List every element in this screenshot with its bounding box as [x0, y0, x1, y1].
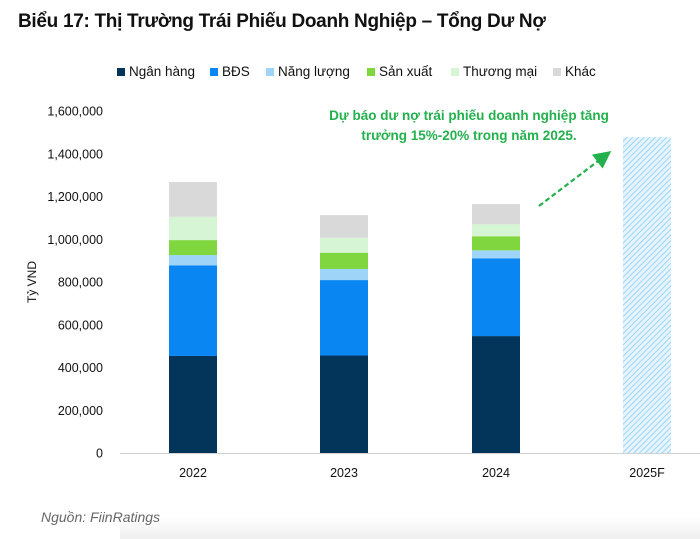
bar-segment-2023-Năng lượng [320, 268, 368, 281]
bar-segment-2024-Ngân hàng [472, 336, 520, 453]
bar-segment-2024-Khác [472, 203, 520, 225]
bar-segment-2022-Ngân hàng [169, 355, 217, 453]
bar-segment-2024-Năng lượng [472, 250, 520, 259]
legend-item-thuong-mai: Thương mại [451, 64, 537, 79]
bar-segment-2022-Năng lượng [169, 255, 217, 266]
x-tick-label: 2023 [330, 466, 358, 480]
legend-label: Ngân hàng [129, 64, 196, 79]
bar-segment-2024-Thương mại [472, 224, 520, 237]
y-tick-label: 200,000 [58, 404, 103, 418]
legend-swatch [367, 67, 375, 76]
legend-swatch [117, 67, 125, 76]
chart-title: Biểu 17: Thị Trường Trái Phiếu Doanh Ngh… [18, 11, 546, 32]
legend-swatch [451, 67, 459, 76]
legend-label: Năng lượng [278, 64, 350, 79]
y-tick-label: 0 [96, 447, 103, 461]
y-tick-label: 800,000 [58, 276, 103, 290]
bar-segment-2024-BĐS [472, 258, 520, 337]
legend-item-ngan-hang: Ngân hàng [117, 64, 195, 79]
bars [169, 137, 671, 453]
bar-segment-2023-Sản xuất [320, 252, 368, 269]
legend-label: Thương mại [463, 64, 538, 79]
bar-segment-2022-Sản xuất [169, 240, 217, 256]
y-tick-label: 1,200,000 [47, 190, 103, 204]
bar-segment-2022-Khác [169, 181, 217, 217]
y-tick-label: 400,000 [58, 361, 103, 375]
x-tick-label: 2022 [179, 466, 207, 480]
legend-label: BĐS [222, 64, 250, 79]
x-tick-label: 2025F [629, 466, 665, 480]
legend-swatch [266, 67, 274, 76]
annotation-line-2: trưởng 15%-20% trong năm 2025. [361, 128, 576, 143]
y-tick-label: 1,600,000 [47, 105, 103, 119]
bar-segment-2023-BĐS [320, 280, 368, 356]
legend-swatch [210, 67, 218, 76]
bar-segment-2023-Ngân hàng [320, 355, 368, 453]
legend: Ngân hàng BĐS Năng lượng Sản xuất Thương… [0, 64, 700, 84]
legend-item-khac: Khác [553, 64, 596, 79]
bar-segment-2023-Thương mại [320, 237, 368, 253]
annotation-line-1: Dự báo dư nợ trái phiếu doanh nghiệp tăn… [329, 108, 609, 123]
x-tick-label: 2024 [482, 466, 510, 480]
y-axis: 0 200,000 400,000 600,000 800,000 1,000,000 1,… [47, 105, 103, 461]
legend-swatch [553, 67, 561, 76]
legend-item-bds: BĐS [210, 64, 250, 79]
legend-item-san-xuat: Sản xuất [367, 64, 432, 79]
x-axis: 2022 2023 2024 2025F [179, 466, 665, 480]
bar-forecast-2025F [623, 137, 671, 453]
bar-segment-2024-Sản xuất [472, 236, 520, 251]
y-tick-label: 1,400,000 [47, 147, 103, 161]
forecast-arrow [538, 151, 612, 207]
y-axis-label: Tỷ VND [25, 261, 39, 303]
bar-segment-2023-Khác [320, 215, 368, 238]
bottom-shade [120, 517, 700, 539]
bar-segment-2022-BĐS [169, 265, 217, 356]
y-tick-label: 600,000 [58, 318, 103, 332]
legend-label: Khác [565, 64, 596, 79]
legend-item-nang-luong: Năng lượng [266, 64, 350, 79]
bar-segment-2022-Thương mại [169, 216, 217, 241]
source-note: Nguồn: FiinRatings [41, 509, 161, 525]
y-tick-label: 1,000,000 [47, 233, 103, 247]
legend-label: Sản xuất [379, 64, 433, 79]
